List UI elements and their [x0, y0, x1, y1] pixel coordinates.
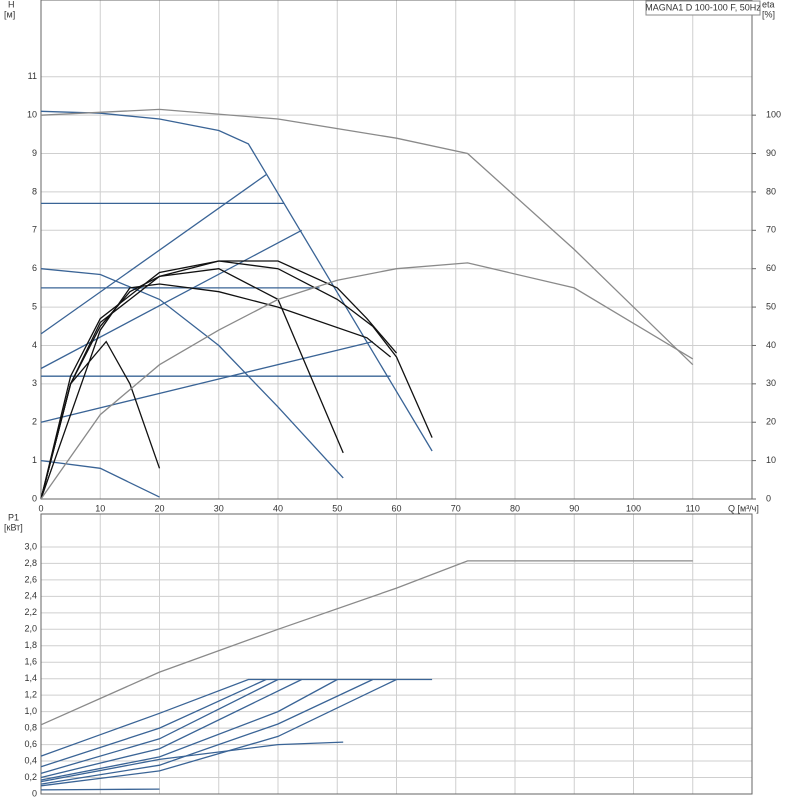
- y-tick-label: 3,0: [24, 541, 37, 551]
- curve: [40, 262, 694, 500]
- y-tick-label: 2,4: [24, 591, 37, 601]
- x-tick-label: 80: [510, 503, 520, 513]
- y2-tick-label: 30: [766, 378, 776, 388]
- curve: [40, 260, 397, 500]
- y-label: P1: [8, 512, 19, 522]
- y-tick-label: 2,8: [24, 558, 37, 568]
- x-tick-label: 100: [626, 503, 641, 513]
- y2-tick-label: 80: [766, 186, 776, 196]
- y-tick-label: 1,6: [24, 657, 37, 667]
- y-tick-label: 7: [32, 225, 37, 235]
- x-tick-label: 20: [154, 503, 164, 513]
- curve: [40, 229, 303, 370]
- y-tick-label: 6: [32, 263, 37, 273]
- x-tick-label: 110: [686, 503, 700, 513]
- x-tick-label: 30: [214, 503, 224, 513]
- y2-label: eta: [762, 0, 775, 9]
- x-tick-label: 70: [451, 503, 461, 513]
- x-tick-label: 50: [332, 503, 342, 513]
- curve: [40, 268, 344, 479]
- y-tick-label: 5: [32, 301, 37, 311]
- y-tick-label: 0,4: [24, 755, 37, 765]
- y2-tick-label: 90: [766, 148, 776, 158]
- curve: [40, 678, 267, 768]
- curve: [40, 678, 279, 775]
- x-tick-label: 60: [391, 503, 401, 513]
- x-label: Q [м³/ч]: [728, 503, 759, 513]
- curve: [40, 108, 694, 366]
- y-tick-label: 0,2: [24, 772, 37, 782]
- y-label: H: [8, 0, 15, 9]
- y-tick-label: 4: [32, 340, 37, 350]
- y2-tick-label: 50: [766, 301, 776, 311]
- curve: [40, 340, 373, 423]
- y-tick-label: 1,0: [24, 706, 37, 716]
- plot-frame: [40, 0, 753, 500]
- y-tick-label: 0: [32, 493, 37, 503]
- x-tick-label: 90: [569, 503, 579, 513]
- chart-title: MAGNA1 D 100-100 F, 50Hz: [645, 2, 761, 12]
- curve: [40, 459, 160, 498]
- y2-tick-label: 10: [766, 455, 776, 465]
- title-box: [645, 0, 761, 16]
- curve: [40, 283, 392, 500]
- plot-frame: [40, 513, 753, 795]
- y2-tick-label: 60: [766, 263, 776, 273]
- y-tick-label: 2: [32, 417, 37, 427]
- y-tick-label: 0,8: [24, 722, 37, 732]
- y-unit: [кВт]: [4, 522, 23, 532]
- y-tick-label: 1,8: [24, 640, 37, 650]
- curve: [40, 788, 160, 791]
- y-tick-label: 3: [32, 378, 37, 388]
- y-unit: [м]: [4, 9, 15, 19]
- curve: [40, 678, 302, 779]
- y-tick-label: 10: [27, 110, 37, 120]
- y-tick-label: 8: [32, 186, 37, 196]
- y2-tick-label: 100: [766, 110, 781, 120]
- y-tick-label: 9: [32, 148, 37, 158]
- y-tick-label: 2,2: [24, 607, 37, 617]
- y-tick-label: 2,0: [24, 624, 37, 634]
- y-tick-label: 2,6: [24, 574, 37, 584]
- x-tick-label: 10: [95, 503, 105, 513]
- curve: [40, 678, 374, 785]
- x-tick-label: 40: [273, 503, 283, 513]
- curve: [40, 678, 433, 757]
- y2-unit: [%]: [762, 9, 775, 19]
- curve: [40, 678, 397, 787]
- y-tick-label: 1,2: [24, 690, 37, 700]
- y2-tick-label: 40: [766, 340, 776, 350]
- y-tick-label: 1: [32, 455, 37, 465]
- y2-tick-label: 20: [766, 417, 776, 427]
- curve: [40, 560, 693, 726]
- y-tick-label: 1,4: [24, 673, 37, 683]
- y-tick-label: 0,6: [24, 739, 37, 749]
- x-tick-label: 0: [38, 503, 43, 513]
- curve: [40, 260, 433, 500]
- y2-tick-label: 0: [766, 493, 771, 503]
- curve: [40, 174, 267, 335]
- curve: [40, 741, 344, 783]
- y2-tick-label: 70: [766, 225, 776, 235]
- y-tick-label: 0: [32, 788, 37, 798]
- y-tick-label: 11: [28, 71, 37, 81]
- curve: [40, 110, 433, 452]
- curve: [40, 678, 338, 781]
